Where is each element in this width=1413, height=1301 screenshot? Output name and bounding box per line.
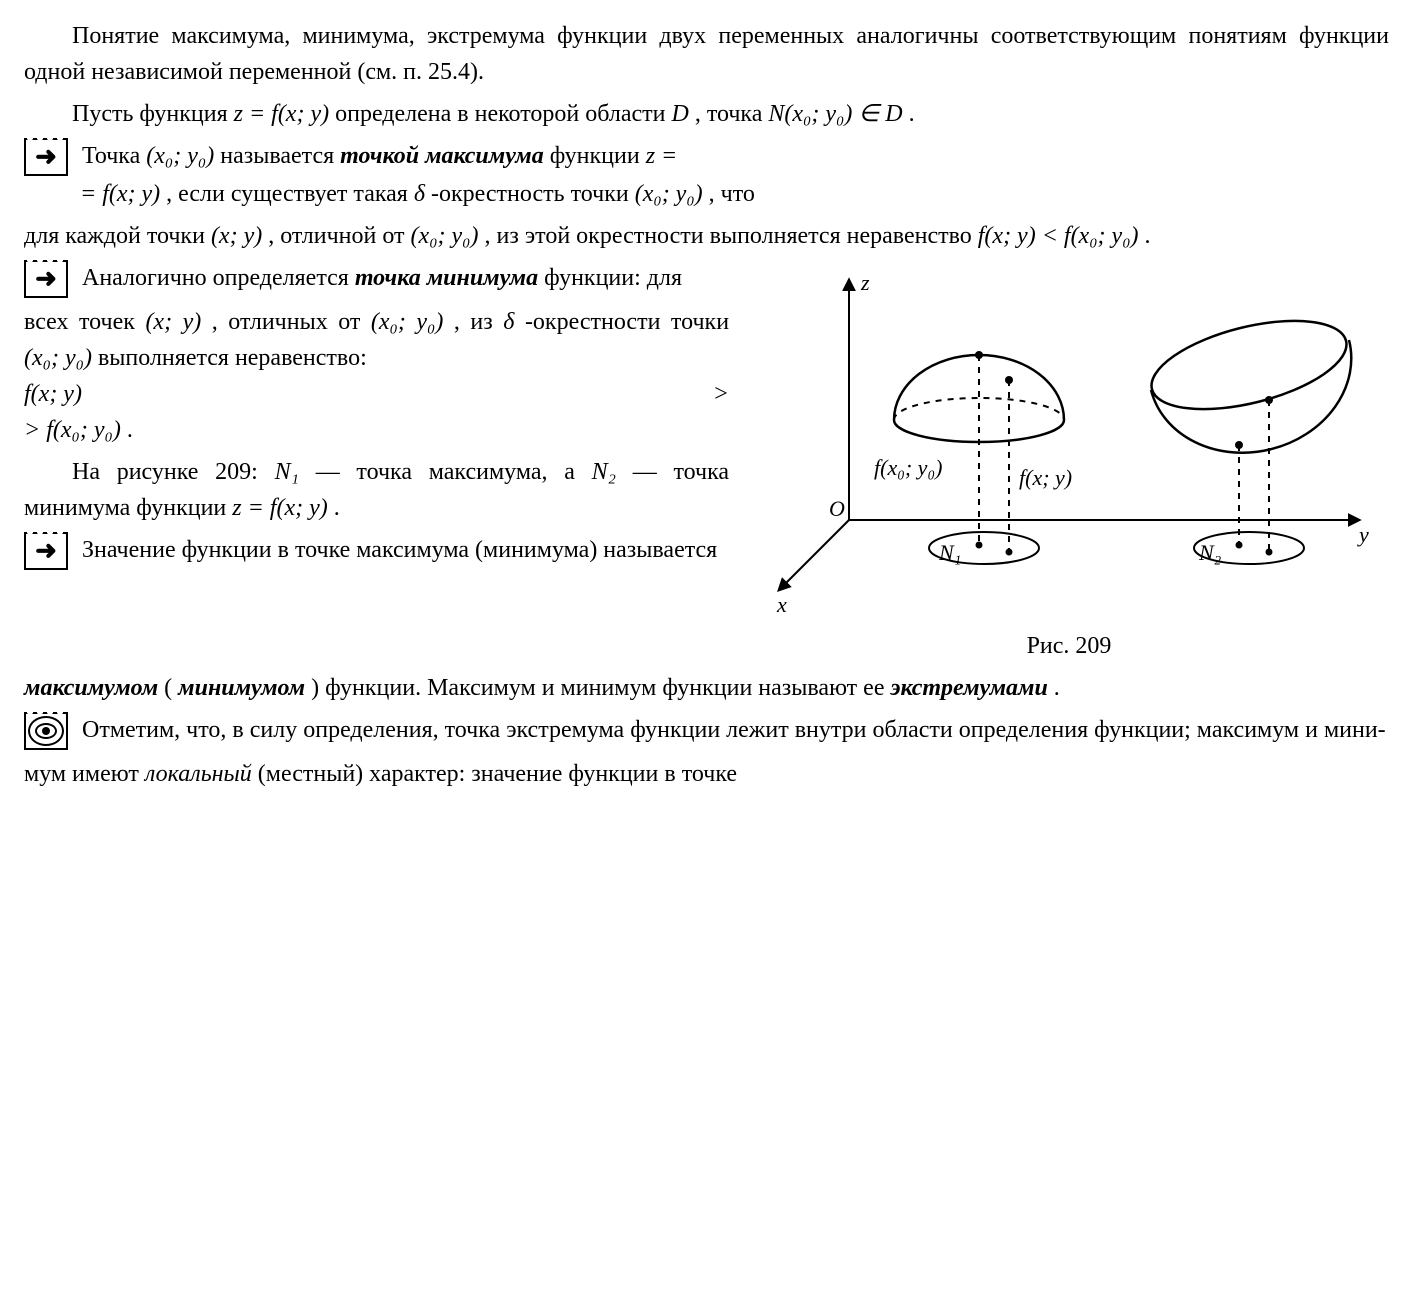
definition-marker-icon: ➜ [24, 260, 68, 298]
note-para: Отметим, что, в силу определения, точка … [24, 712, 1389, 750]
d2c-pt2: (x₀; y₀) [24, 345, 92, 371]
d1c-xy: (x; y) [211, 223, 262, 249]
d2c-pt: (x₀; y₀) [371, 309, 443, 335]
d1-f: , что [709, 181, 755, 207]
axis-y-label: y [1357, 522, 1369, 547]
intro-para-1: Понятие максимума, минимума, экстремума … [24, 18, 1389, 90]
fig-fx0y0-label: f(x₀; y₀) [874, 455, 942, 480]
d2-a: Аналогично определяется [82, 265, 355, 291]
d2c-delta: δ [503, 309, 514, 335]
d2-term: точка минимума [355, 265, 538, 291]
definition-marker-icon: ➜ [24, 138, 68, 176]
d2c-ineq-l: f(x; y) [24, 376, 82, 412]
d1c-ineq: f(x; y) < f(x₀; y₀) [978, 223, 1139, 249]
fp-N1: N₁ [275, 459, 299, 485]
d1-term: точкой максимума [340, 143, 544, 169]
intro-para-2: Пусть функция z = f(x; y) определена в н… [24, 96, 1389, 132]
d1-z2: = f(x; y) [80, 181, 160, 207]
term-extremum: экстремумами [890, 675, 1047, 701]
fp-d: . [334, 495, 340, 521]
d1-pt2: (x₀; y₀) [635, 181, 703, 207]
note-cont-b: (местный) характер: значение функции в т… [258, 761, 737, 787]
d1-e: -окрестность точки [431, 181, 635, 207]
def-minimum-cont: всех точек (x; y) , отличных от (x₀; y₀)… [24, 304, 729, 448]
d2-b: функции: для [544, 265, 682, 291]
figure-ref-para: На рисунке 209: N₁ — точка максимума, а … [24, 454, 729, 526]
fig-N2-label: N₂ [1198, 540, 1222, 565]
origin-label: O [829, 496, 845, 521]
fig-fxy-label: f(x; y) [1019, 465, 1072, 490]
d1c-a: для каждой точки [24, 223, 211, 249]
note-lead: Отметим, что, в силу определения, точка … [82, 717, 1386, 743]
note-cont: мум имеют локальный (местный) характер: … [24, 756, 1389, 792]
terms-b: . [1054, 675, 1060, 701]
p2-c: , точка [695, 101, 769, 127]
note-marker-icon [24, 712, 68, 750]
d2c-a: всех точек [24, 309, 145, 335]
term-minimum: минимумом [178, 675, 305, 701]
d3-lead: Значение функции в точке максимума (мини… [82, 537, 717, 563]
paren-open: ( [164, 675, 172, 701]
d2c-gt: > [713, 376, 729, 412]
fp-b: — точка максимума, а [316, 459, 592, 485]
d1-b: называется [220, 143, 340, 169]
note-cont-a: мум имеют [24, 761, 145, 787]
definition-marker-icon: ➜ [24, 532, 68, 570]
p2-func: z = f(x; y) [234, 101, 329, 127]
d1-c: функции [550, 143, 646, 169]
p2-a: Пусть функция [72, 101, 234, 127]
figure-caption: Рис. 209 [749, 628, 1389, 664]
d1-delta: δ [414, 181, 425, 207]
d1-pt: (x₀; y₀) [146, 143, 214, 169]
d2c-d: -окрестности точки [525, 309, 729, 335]
d2c-xy: (x; y) [145, 309, 201, 335]
p2-d: . [909, 101, 915, 127]
d1c-pt: (x₀; y₀) [411, 223, 479, 249]
d1-z: z = [646, 143, 678, 169]
d1-a: Точка [82, 143, 146, 169]
d1c-c: , из этой окрестности выполняется нераве… [485, 223, 978, 249]
p2-N: N(x₀; y₀) ∈ D [768, 101, 902, 127]
def-maximum: ➜ Точка (x₀; y₀) называется точкой макси… [24, 138, 1389, 212]
d2c-f: . [127, 417, 133, 443]
fp-N2: N₂ [592, 459, 616, 485]
note-local: локальный [145, 761, 252, 787]
paren-close: ) [311, 675, 325, 701]
terms-para: максимумом ( минимумом ) функции. Максим… [24, 670, 1389, 706]
d2c-b: , отличных от [212, 309, 371, 335]
d1c-b: , отличной от [268, 223, 410, 249]
fig-N1-label: N₁ [938, 540, 961, 565]
def-maximum-cont: для каждой точки (x; y) , отличной от (x… [24, 218, 1389, 254]
d1c-d: . [1145, 223, 1151, 249]
term-maximum: максимумом [24, 675, 158, 701]
def-minimum: ➜ Аналогично определяется точка минимума… [24, 260, 729, 298]
fp-a: На рисунке 209: [72, 459, 275, 485]
fp-eq: z = f(x; y) [232, 495, 327, 521]
p2-D: D [671, 101, 688, 127]
d2c-e: выполняется неравенство: [98, 345, 367, 371]
terms-a: функции. Максимум и минимум функции назы… [325, 675, 890, 701]
p2-b: определена в некоторой области [335, 101, 671, 127]
d2c-ineq-r: > f(x₀; y₀) [24, 417, 121, 443]
d2c-c: , из [454, 309, 503, 335]
axis-z-label: z [860, 270, 870, 295]
axis-x-label: x [776, 592, 787, 617]
def-extremum-value: ➜ Значение функции в точке максимума (ми… [24, 532, 729, 570]
figure-209-diagram: z y x O N₁ f(x₀; y₀) f(x; [759, 260, 1379, 620]
d1-d: , если существует такая [166, 181, 414, 207]
